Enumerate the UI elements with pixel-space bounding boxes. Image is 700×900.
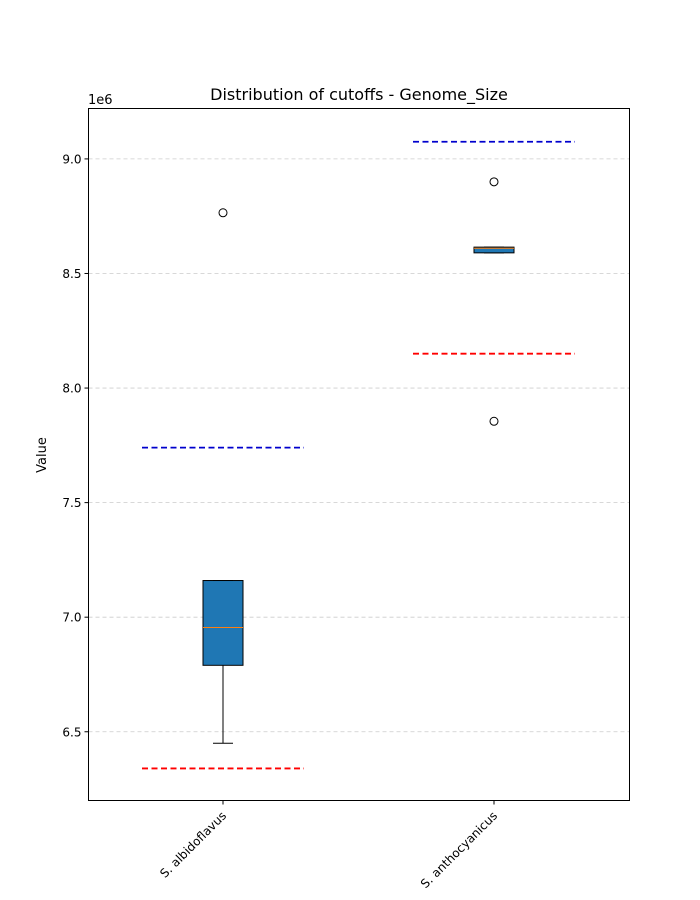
chart-title: Distribution of cutoffs - Genome_Size — [210, 85, 508, 105]
box-iqr — [202, 580, 244, 666]
axes: 6.5 7.0 7.5 8.0 8.5 9.0 S. albidoflavus S. anth… — [62, 152, 500, 891]
y-tick-label: 9.0 — [62, 152, 81, 166]
box-group — [142, 208, 304, 770]
grid-lines — [88, 158, 630, 733]
y-tick-label: 8.0 — [62, 382, 81, 396]
y-axis-offset-label: 1e6 — [88, 93, 113, 108]
y-tick-label: 7.0 — [62, 611, 81, 625]
x-tick-label: S. albidoflavus — [157, 809, 229, 881]
box-group — [413, 140, 575, 426]
outlier-point — [218, 208, 228, 218]
y-tick-label: 8.5 — [62, 267, 81, 281]
plot-area — [142, 140, 575, 770]
x-tick-label: S. anthocyanicus — [418, 809, 500, 891]
outlier-point — [489, 177, 499, 187]
y-axis-label: Value — [35, 437, 50, 473]
y-tick-label: 7.5 — [62, 496, 81, 510]
plot-frame — [88, 108, 630, 801]
box-iqr — [473, 246, 515, 254]
outlier-point — [489, 416, 499, 426]
y-tick-label: 6.5 — [62, 725, 81, 739]
